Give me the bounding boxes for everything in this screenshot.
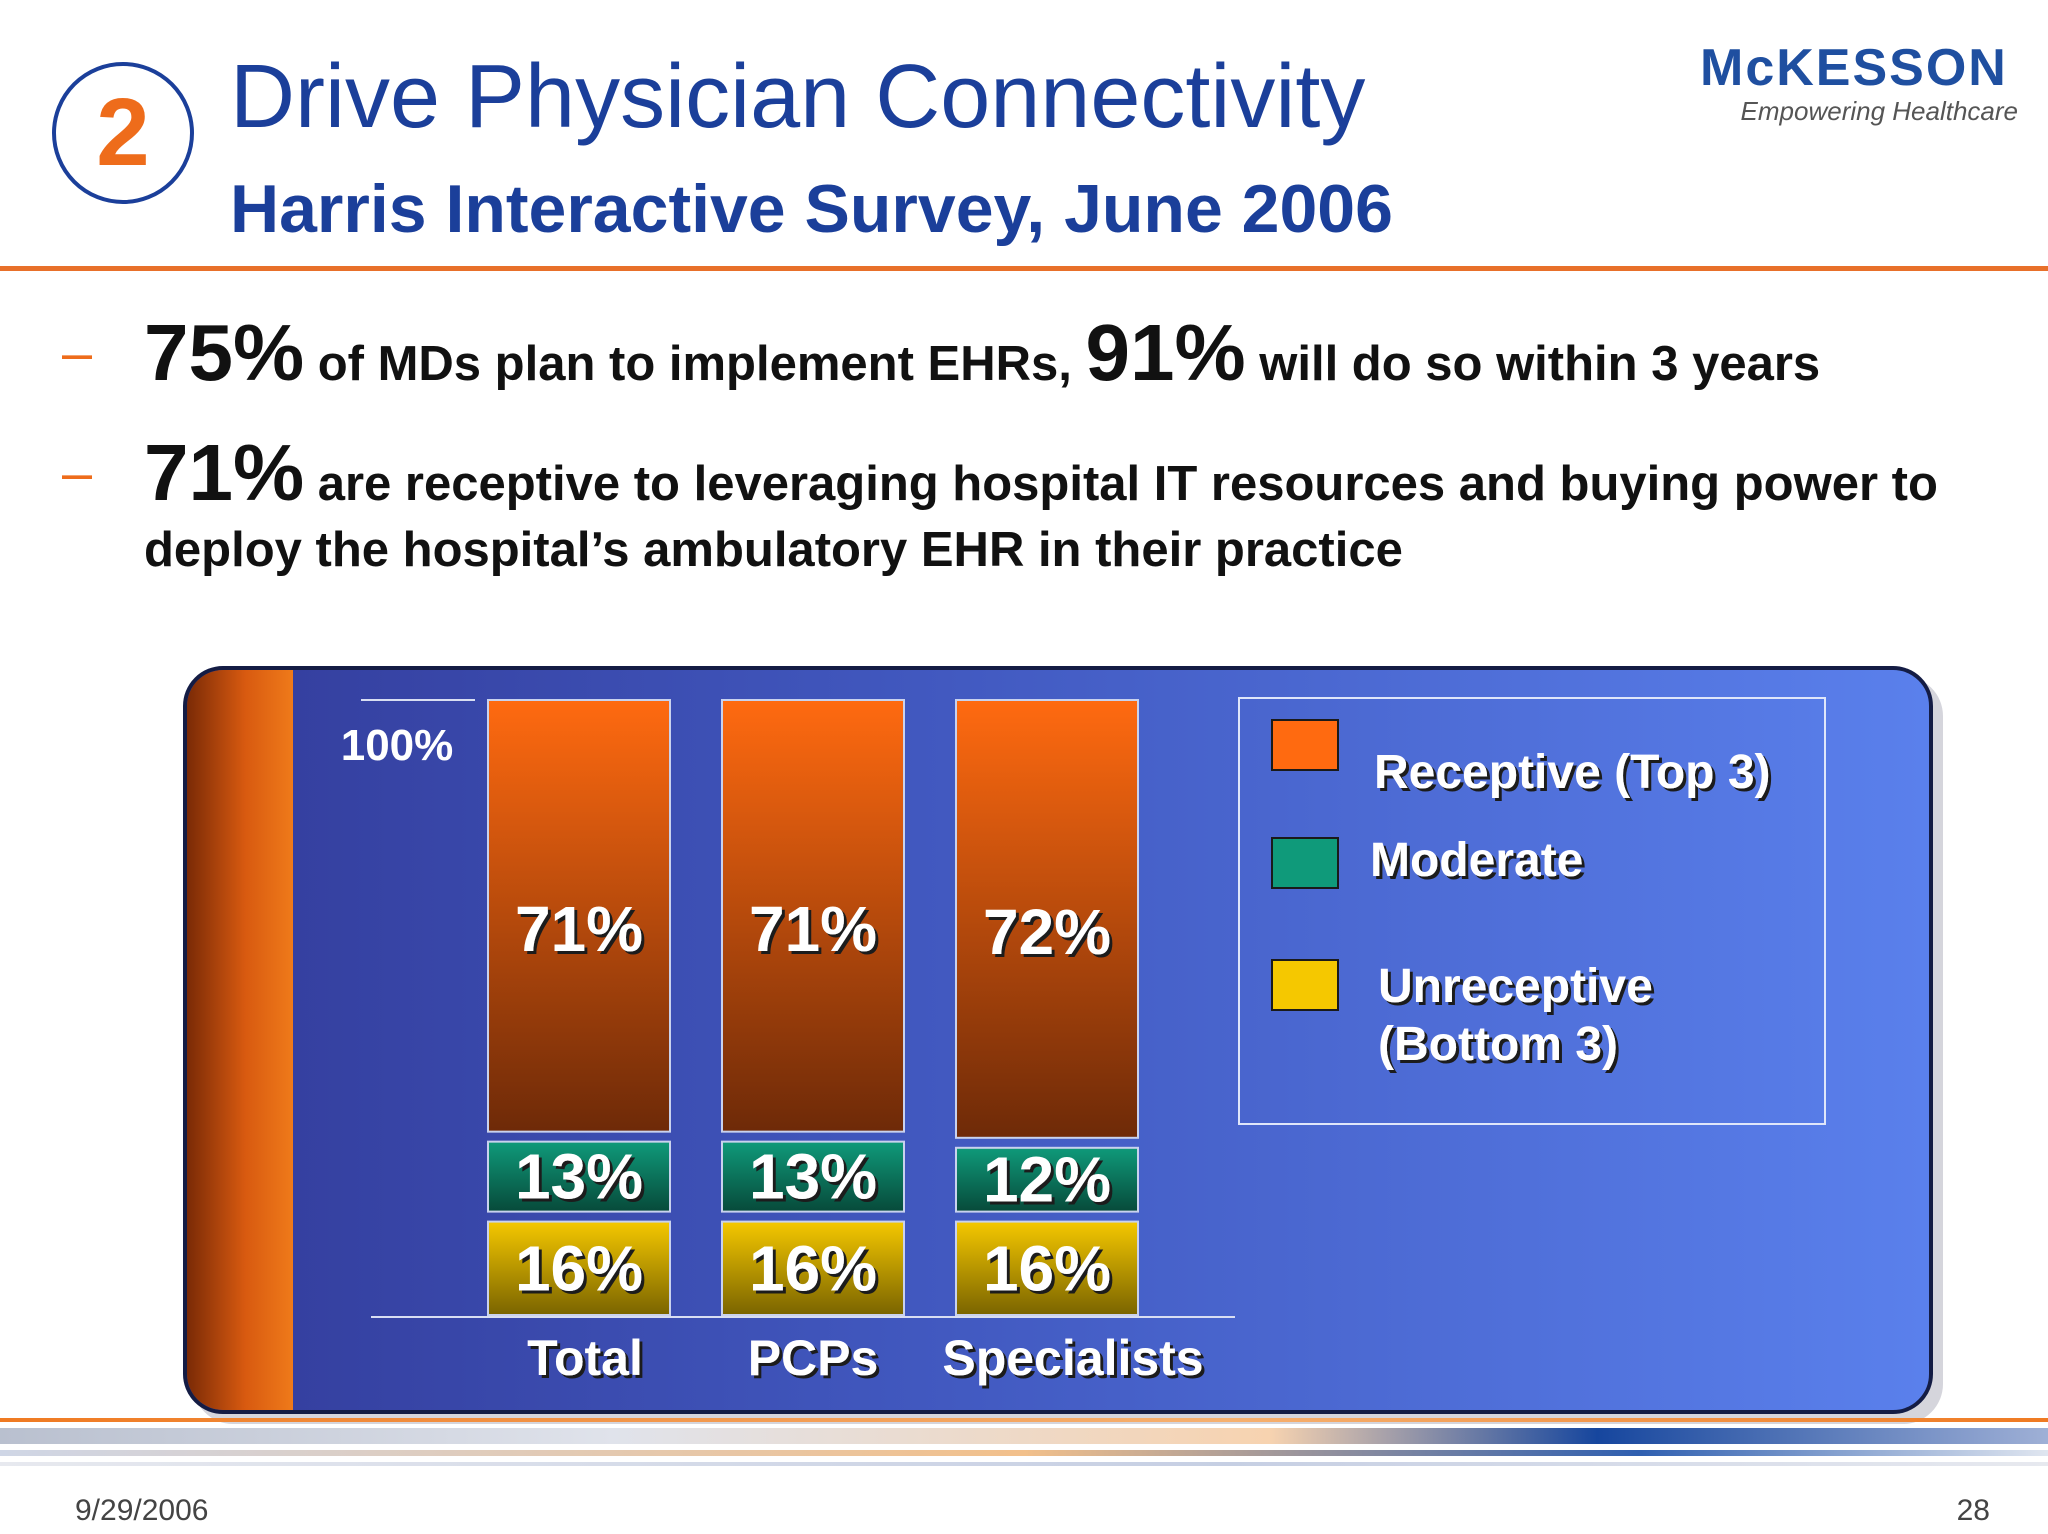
bullet-text: 75% of MDs plan to implement EHRs, 91% w… <box>144 313 2042 397</box>
page-number: 28 <box>1956 1494 1990 1527</box>
bullet-dash: – <box>62 323 93 383</box>
footer-stripe <box>0 1428 2048 1444</box>
page-title: Drive Physician Connectivity <box>230 47 1366 147</box>
data-label: 13% <box>749 1141 877 1213</box>
legend-label: Unreceptive <box>1378 960 1653 1013</box>
data-label: 16% <box>983 1232 1111 1304</box>
legend-swatch <box>1271 959 1339 1011</box>
company-tagline: Empowering Healthcare <box>1740 96 2018 126</box>
bar-segment-moderate-specialists <box>955 1146 1139 1213</box>
bullet-item: – 75% of MDs plan to implement EHRs, 91%… <box>62 313 2042 397</box>
bullet-item: – 71% are receptive to leveraging hospit… <box>62 433 2042 583</box>
bar-segment-receptive-top-3-total <box>487 699 671 1133</box>
bullet-stat: 91% <box>1085 308 1246 397</box>
data-label: 71% <box>515 893 643 965</box>
data-label: 71% <box>749 893 877 965</box>
step-number-badge: 2 <box>52 62 194 204</box>
legend-label: (Bottom 3) <box>1378 1018 1618 1071</box>
y-tick-label: 100% <box>341 721 454 770</box>
bar-segment-moderate-total <box>487 1140 671 1213</box>
data-label: 12% <box>983 1144 1111 1216</box>
stacked-bar-chart: 16% 13% 71% 16% 13% 71% 16% 12% 72% 100% Total PCP… <box>341 697 1826 1386</box>
bullet-dash: – <box>62 443 93 503</box>
x-tick-label: Specialists <box>942 1330 1203 1386</box>
header-divider <box>0 266 2048 271</box>
legend-label: Receptive (Top 3) <box>1374 746 1771 799</box>
bullet-stat: 75% <box>144 308 305 397</box>
bar-segment-unreceptive-bottom-3-total <box>487 1220 671 1316</box>
legend-swatch <box>1271 719 1339 771</box>
data-label: 72% <box>983 896 1111 968</box>
footer-stripe <box>0 1450 2048 1456</box>
data-label: 13% <box>515 1141 643 1213</box>
page-subtitle: Harris Interactive Survey, June 2006 <box>230 171 1393 247</box>
legend-box <box>1238 697 1826 1125</box>
bullet-text-part: of MDs plan to implement EHRs, <box>304 337 1086 391</box>
bar-segment-moderate-pcps <box>721 1140 905 1213</box>
bullet-text-part: will do so within 3 years <box>1245 337 1821 391</box>
bar-segment-unreceptive-bottom-3-pcps <box>721 1220 905 1316</box>
panel-accent-band <box>187 670 293 1410</box>
legend-swatch <box>1271 837 1339 889</box>
legend-label: Moderate <box>1370 834 1583 887</box>
company-logo: McKESSON <box>1700 39 2008 97</box>
bar-segment-receptive-top-3-specialists <box>955 699 1139 1139</box>
footer-stripe <box>0 1462 2048 1466</box>
bar-segment-receptive-top-3-pcps <box>721 699 905 1133</box>
bullet-text: 71% are receptive to leveraging hospital… <box>144 433 2042 583</box>
x-tick-label: Total <box>527 1330 643 1386</box>
footer-stripe <box>0 1418 2048 1422</box>
data-label: 16% <box>749 1232 877 1304</box>
footer-date: 9/29/2006 <box>75 1494 209 1527</box>
data-label: 16% <box>515 1232 643 1304</box>
chart-panel: 16% 13% 71% 16% 13% 71% 16% 12% 72% 100% Total PCP… <box>183 666 1933 1414</box>
x-tick-label: PCPs <box>748 1330 879 1386</box>
bullet-stat: 71% <box>144 428 305 517</box>
bullet-text-part: are receptive to leveraging hospital IT … <box>144 457 1952 577</box>
bar-segment-unreceptive-bottom-3-specialists <box>955 1220 1139 1316</box>
